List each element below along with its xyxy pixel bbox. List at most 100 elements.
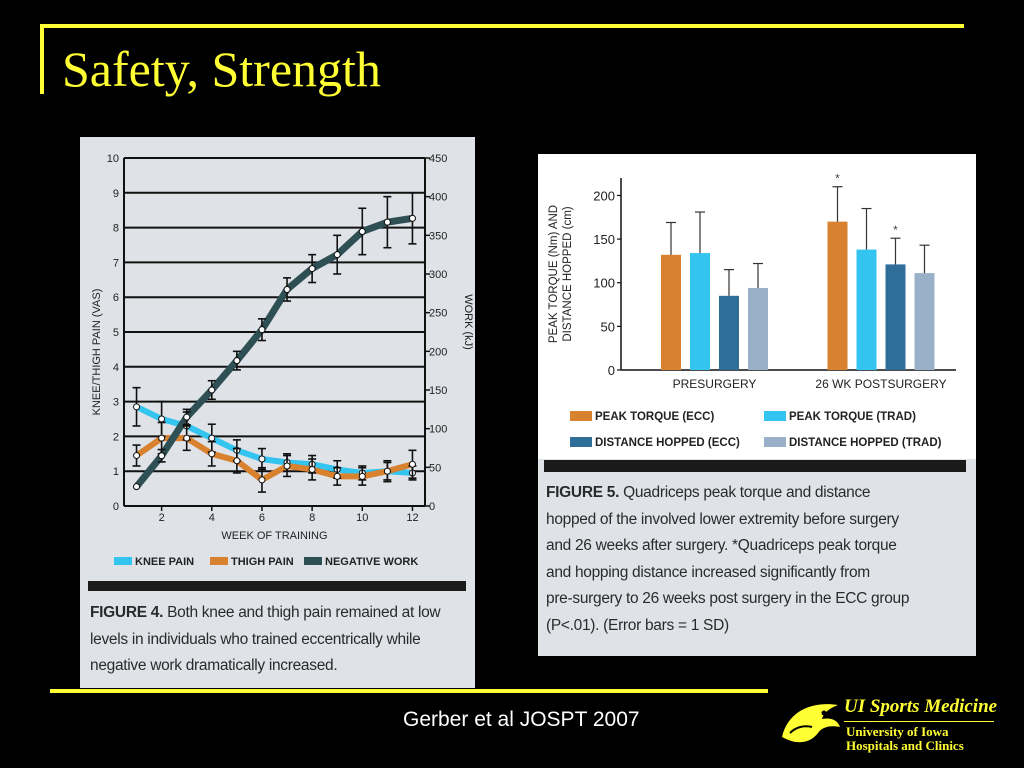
data-point xyxy=(233,457,241,465)
y-tick-label: 0 xyxy=(113,501,119,513)
logo-subtitle-line: Hospitals and Clinics xyxy=(846,738,964,753)
data-point xyxy=(133,483,141,491)
y-axis-label: KNEE/THIGH PAIN (VAS) xyxy=(91,289,103,416)
figure4-caption-line: Both knee and thigh pain remained at low xyxy=(167,604,441,621)
y-tick-label: 6 xyxy=(113,292,119,304)
figure5-panel: 0 50 100 150 200 PEAK TORQUE (Nm) AND DISTANCE… xyxy=(538,154,976,656)
bar xyxy=(748,287,768,370)
y-tick-label: 7 xyxy=(113,257,119,269)
legend-swatch xyxy=(764,411,786,421)
logo-title: UI Sports Medicine xyxy=(844,696,998,717)
data-point xyxy=(333,251,341,259)
figure5-caption-line: and 26 weeks after surgery. *Quadriceps … xyxy=(546,537,897,554)
y-tick-label: 0 xyxy=(608,363,615,378)
x-tick-label: 2 xyxy=(159,512,165,524)
legend-label: DISTANCE HOPPED (TRAD) xyxy=(789,437,942,449)
data-point xyxy=(358,472,366,480)
figure4-chart: 0123456789100501001502002503003504004502… xyxy=(91,153,474,568)
y-tick-label: 200 xyxy=(593,188,615,203)
data-point xyxy=(258,455,266,463)
bar xyxy=(719,295,739,370)
y2-tick-label: 100 xyxy=(429,424,447,436)
y2-tick-label: 350 xyxy=(429,230,447,242)
x-tick-label: 10 xyxy=(356,512,368,524)
logo-divider xyxy=(844,721,994,722)
legend-swatch xyxy=(210,557,228,565)
legend-label: PEAK TORQUE (ECC) xyxy=(595,411,714,423)
y2-tick-label: 0 xyxy=(429,501,435,513)
figure4-caption-label: FIGURE 4. xyxy=(90,604,164,621)
x-axis-label: WEEK OF TRAINING xyxy=(221,530,327,542)
y-tick-label: 4 xyxy=(113,362,119,374)
data-point xyxy=(408,214,416,222)
bar xyxy=(827,221,848,370)
y-axis-label-line2: DISTANCE HOPPED (cm) xyxy=(562,206,574,341)
figure4-caption-line: negative work dramatically increased. xyxy=(90,657,338,674)
legend-swatch xyxy=(764,437,786,447)
x-tick-label: 6 xyxy=(259,512,265,524)
x-tick-label: 8 xyxy=(309,512,315,524)
y2-axis-label: WORK (kJ) xyxy=(462,294,474,350)
legend-swatch xyxy=(570,437,592,447)
legend-label: KNEE PAIN xyxy=(135,556,194,568)
data-point xyxy=(308,465,316,473)
significance-marker: * xyxy=(893,223,898,237)
left-rule xyxy=(40,24,44,94)
data-point xyxy=(383,467,391,475)
x-tick-label: 4 xyxy=(209,512,215,524)
ui-sports-medicine-logo: UI Sports Medicine University of Iowa Ho… xyxy=(778,693,1008,763)
data-point xyxy=(283,285,291,293)
data-point xyxy=(258,326,266,334)
figure4-panel: 0 1 2 3 4 5 6 7 8 9 10 0 50 100 150 200 250 300 350 400 450 2… xyxy=(80,137,475,688)
series-line-negative-work xyxy=(133,214,416,491)
y-axis-label-line1: PEAK TORQUE (Nm) AND xyxy=(548,205,560,343)
data-point xyxy=(233,357,241,365)
data-point xyxy=(208,386,216,394)
y-tick-label: 1 xyxy=(113,466,119,478)
legend-label: NEGATIVE WORK xyxy=(325,556,418,568)
bar xyxy=(690,253,710,370)
data-point xyxy=(158,452,166,460)
y-tick-label: 150 xyxy=(593,232,615,247)
y-tick-label: 9 xyxy=(113,188,119,200)
y-tick-label: 50 xyxy=(601,319,615,334)
logo-subtitle: University of Iowa Hospitals and Clinics xyxy=(846,725,964,753)
bottom-rule xyxy=(50,689,768,693)
figure5-caption-line: and hopping distance increased significa… xyxy=(546,563,870,581)
figure5-caption-line: hopped of the involved lower extremity b… xyxy=(546,510,899,528)
data-point xyxy=(283,462,291,470)
data-point xyxy=(158,415,166,423)
bar xyxy=(661,254,681,370)
data-point xyxy=(208,450,216,458)
legend-swatch xyxy=(304,557,322,565)
hawkeye-logo-icon xyxy=(782,704,840,743)
legend-swatch xyxy=(114,557,132,565)
figure5-caption-line: (P<.01). (Error bars = 1 SD) xyxy=(546,616,729,634)
y2-tick-label: 450 xyxy=(429,153,447,165)
x-tick-label: 12 xyxy=(406,512,418,524)
data-point xyxy=(308,265,316,273)
data-point xyxy=(183,434,191,442)
figure5-caption-label: FIGURE 5. xyxy=(546,484,620,501)
legend-swatch xyxy=(570,411,592,421)
y-tick-label: 100 xyxy=(593,276,615,291)
figure5-caption-line: Quadriceps peak torque and distance xyxy=(623,484,871,501)
data-point xyxy=(158,434,166,442)
y-tick-label: 10 xyxy=(107,153,119,165)
legend-label: DISTANCE HOPPED (ECC) xyxy=(595,437,740,449)
data-point xyxy=(383,218,391,226)
y2-tick-label: 150 xyxy=(429,385,447,397)
figure5-caption-line: pre-surgery to 26 weeks post surgery in … xyxy=(546,590,910,607)
legend-label: PEAK TORQUE (TRAD) xyxy=(789,411,916,423)
figure4-divider xyxy=(88,581,466,591)
top-rule xyxy=(40,24,964,28)
y2-tick-label: 250 xyxy=(429,308,447,320)
figure5-caption: FIGURE 5. Quadriceps peak torque and dis… xyxy=(546,480,971,639)
significance-marker: * xyxy=(835,172,840,186)
data-point xyxy=(183,413,191,421)
data-point xyxy=(258,476,266,484)
bar xyxy=(856,249,877,370)
y-tick-label: 8 xyxy=(113,223,119,235)
bar xyxy=(885,264,906,370)
